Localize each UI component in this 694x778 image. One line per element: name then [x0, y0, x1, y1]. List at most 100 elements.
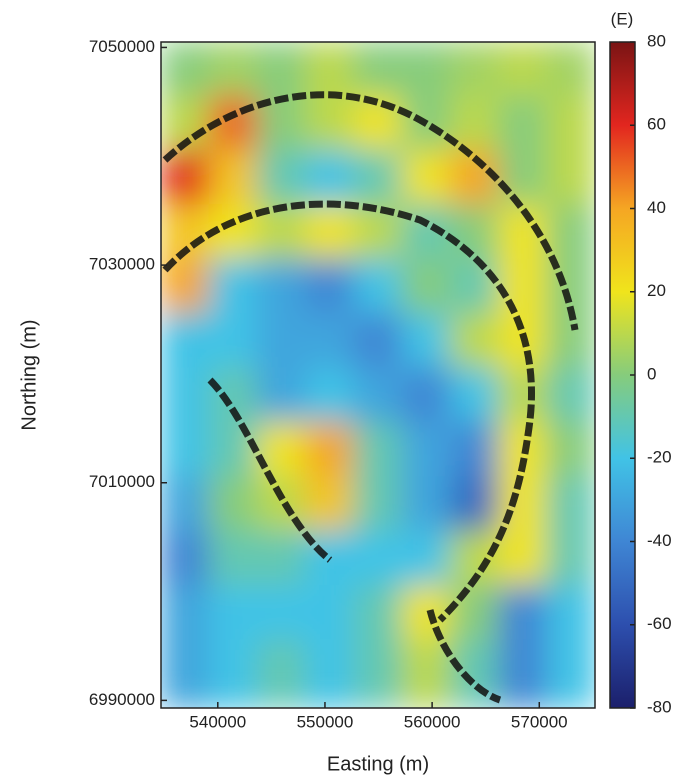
heatmap-cell [256, 367, 308, 424]
heatmap-cell [498, 585, 549, 642]
heatmap-cell [305, 42, 356, 98]
colorbar-tick-label: -80 [647, 697, 672, 716]
colorbar-tick-label: 20 [647, 281, 666, 300]
y-tick-label: 7050000 [89, 37, 155, 56]
heatmap-cell [401, 367, 452, 424]
heatmap-cell [401, 204, 452, 261]
heatmap-cell [161, 313, 211, 370]
lineament-overlay [162, 91, 579, 704]
heatmap-cell [498, 149, 549, 207]
heatmap-cell [208, 639, 259, 708]
heatmap-cell [256, 258, 308, 316]
plot-frame [160, 41, 596, 709]
heatmap-cell [256, 421, 308, 479]
heatmap-cell [256, 585, 308, 642]
x-axis-label: Easting (m) [327, 753, 429, 775]
heatmap-cell [353, 204, 404, 261]
heatmap-cell [161, 42, 211, 98]
heatmap-cell [256, 530, 308, 588]
heatmap-cell [353, 42, 404, 98]
x-tick-label: 540000 [189, 712, 246, 731]
heatmap-cell [305, 149, 356, 207]
heatmap-cell [546, 95, 595, 152]
y-tick-label: 6990000 [89, 690, 155, 709]
heatmap-cell [498, 95, 549, 152]
heatmap-cell [546, 421, 595, 479]
heatmap-cell [305, 421, 356, 479]
heatmap-cell [401, 421, 452, 479]
heatmap-cell [256, 42, 308, 98]
colorbar-tick-label: -40 [647, 531, 672, 550]
colorbar-tick-label: -20 [647, 448, 672, 467]
y-tick-label: 7010000 [89, 472, 155, 491]
heatmap-cell [353, 476, 404, 533]
heatmap-cell [305, 95, 356, 152]
heatmap-cell [498, 258, 549, 316]
heatmap-cell [353, 95, 404, 152]
heatmap-cell [353, 367, 404, 424]
heatmap-cell [305, 204, 356, 261]
heatmap-cell [401, 258, 452, 316]
heatmap-cell [449, 585, 501, 642]
heatmap-cell [401, 530, 452, 588]
heatmap-cell [353, 530, 404, 588]
heatmap-cell [305, 476, 356, 533]
heatmap-cell [208, 42, 259, 98]
heatmap-cell [256, 149, 308, 207]
heatmap-cell [401, 149, 452, 207]
heatmap-cell [353, 639, 404, 708]
lineament [162, 200, 535, 623]
heatmap-cell [449, 258, 501, 316]
heatmap-cell [353, 258, 404, 316]
heatmap-cell [401, 42, 452, 98]
heatmap-cell [208, 476, 259, 533]
lineament [426, 609, 502, 704]
heatmap-cell [546, 149, 595, 207]
heatmap-cell [546, 585, 595, 642]
heatmap-cell [546, 530, 595, 588]
heatmap-cell [498, 530, 549, 588]
colorbar-tick-label: 0 [647, 364, 656, 383]
lineament [207, 377, 333, 563]
heatmap-cell [449, 367, 501, 424]
colorbar-tick-label: -60 [647, 614, 672, 633]
heatmap-cell [546, 42, 595, 98]
heatmap-cell [449, 95, 501, 152]
heatmap-cell [498, 42, 549, 98]
heatmap-cell [208, 530, 259, 588]
lineament [162, 91, 579, 331]
heatmap-cell [449, 204, 501, 261]
heatmap-cell [256, 313, 308, 370]
heatmap-cell [208, 421, 259, 479]
heatmap-cells [161, 42, 595, 708]
heatmap-cell [305, 639, 356, 708]
heatmap-cell [449, 42, 501, 98]
heatmap-cell [208, 585, 259, 642]
heatmap-cell [546, 367, 595, 424]
heatmap-cell [546, 639, 595, 708]
heatmap-cell [449, 476, 501, 533]
heatmap-cell [161, 476, 211, 533]
heatmap-cell [401, 313, 452, 370]
heatmap-cell [546, 204, 595, 261]
y-axis-label: Northing (m) [18, 319, 40, 430]
heatmap-cell [161, 421, 211, 479]
heatmap-cell [256, 639, 308, 708]
heatmap-cell [305, 367, 356, 424]
heatmap-cell [353, 585, 404, 642]
heatmap-cell [305, 258, 356, 316]
heatmap-cell [353, 313, 404, 370]
heatmap-cell [401, 476, 452, 533]
x-tick-label: 560000 [404, 712, 461, 731]
heatmap-cell [305, 585, 356, 642]
colorbar-tick-label: 80 [647, 31, 666, 50]
heatmap-cell [546, 476, 595, 533]
heatmap-cell [208, 149, 259, 207]
x-tick-label: 570000 [511, 712, 568, 731]
heatmap-cell [498, 639, 549, 708]
heatmap-cell [353, 149, 404, 207]
heatmap-cell [208, 258, 259, 316]
heatmap-cell [161, 367, 211, 424]
heatmap-cell [498, 476, 549, 533]
